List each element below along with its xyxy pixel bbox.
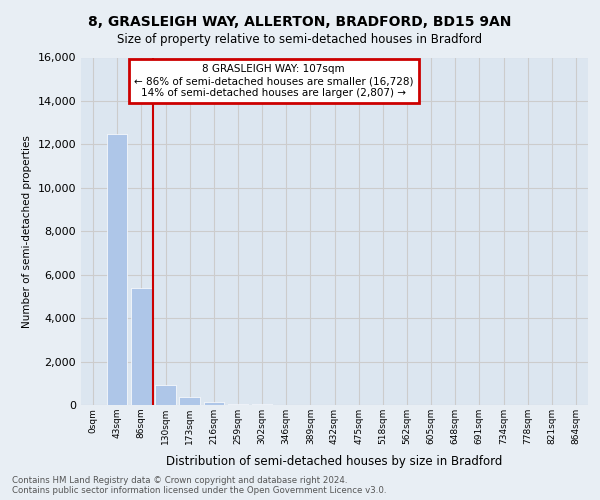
- Y-axis label: Number of semi-detached properties: Number of semi-detached properties: [22, 135, 32, 328]
- Bar: [179, 398, 200, 405]
- Text: 8 GRASLEIGH WAY: 107sqm
← 86% of semi-detached houses are smaller (16,728)
14% o: 8 GRASLEIGH WAY: 107sqm ← 86% of semi-de…: [134, 64, 413, 98]
- Bar: [227, 404, 248, 405]
- Text: 8, GRASLEIGH WAY, ALLERTON, BRADFORD, BD15 9AN: 8, GRASLEIGH WAY, ALLERTON, BRADFORD, BD…: [88, 15, 512, 29]
- Bar: [155, 386, 176, 405]
- Bar: [252, 404, 272, 405]
- Bar: [107, 134, 127, 405]
- Text: Size of property relative to semi-detached houses in Bradford: Size of property relative to semi-detach…: [118, 32, 482, 46]
- Bar: [131, 288, 152, 405]
- X-axis label: Distribution of semi-detached houses by size in Bradford: Distribution of semi-detached houses by …: [166, 456, 503, 468]
- Bar: [203, 402, 224, 405]
- Text: Contains HM Land Registry data © Crown copyright and database right 2024.
Contai: Contains HM Land Registry data © Crown c…: [12, 476, 386, 495]
